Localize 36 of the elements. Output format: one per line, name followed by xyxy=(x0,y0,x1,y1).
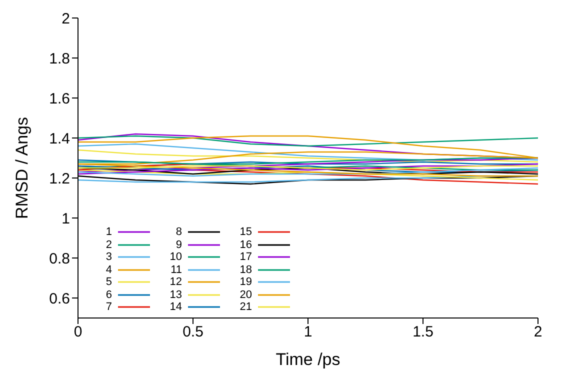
legend-label: 1 xyxy=(104,226,112,238)
y-tick-label: 0.8 xyxy=(49,250,70,268)
legend-label: 10 xyxy=(168,251,182,264)
x-axis-title: Time /ps xyxy=(276,350,340,369)
legend-label: 14 xyxy=(168,301,182,314)
legend-label: 9 xyxy=(174,238,182,251)
y-tick-label: 0.6 xyxy=(49,290,70,308)
legend-label: 21 xyxy=(238,301,252,314)
legend-label: 17 xyxy=(238,251,252,264)
y-tick-label: 1 xyxy=(62,210,70,228)
legend-label: 2 xyxy=(104,238,112,251)
x-tick-label: 0.5 xyxy=(182,324,204,341)
legend-label: 15 xyxy=(238,226,252,238)
legend-label: 8 xyxy=(174,226,182,238)
legend-label: 20 xyxy=(238,288,252,301)
y-tick-label: 1.8 xyxy=(49,50,70,68)
x-tick-label: 1.5 xyxy=(412,324,434,341)
legend-label: 3 xyxy=(104,251,112,264)
legend-label: 11 xyxy=(170,264,182,276)
x-tick-label: 0 xyxy=(74,324,82,341)
legend-label: 18 xyxy=(238,264,252,276)
legend-label: 4 xyxy=(104,264,112,276)
legend-label: 5 xyxy=(104,276,112,288)
legend-label: 16 xyxy=(238,238,252,251)
y-tick-label: 1.4 xyxy=(49,130,70,148)
legend-label: 19 xyxy=(238,276,252,288)
legend-label: 7 xyxy=(104,301,112,314)
x-tick-label: 1 xyxy=(304,324,312,341)
y-tick-label: 1.6 xyxy=(49,90,70,108)
legend-label: 12 xyxy=(168,276,182,288)
legend-label: 13 xyxy=(168,288,182,301)
y-axis-title: RMSD / Angs xyxy=(12,116,32,220)
y-tick-label: 2 xyxy=(62,10,70,28)
legend-label: 6 xyxy=(104,288,112,301)
x-tick-label: 2 xyxy=(534,324,542,341)
y-tick-label: 1.2 xyxy=(49,170,70,188)
